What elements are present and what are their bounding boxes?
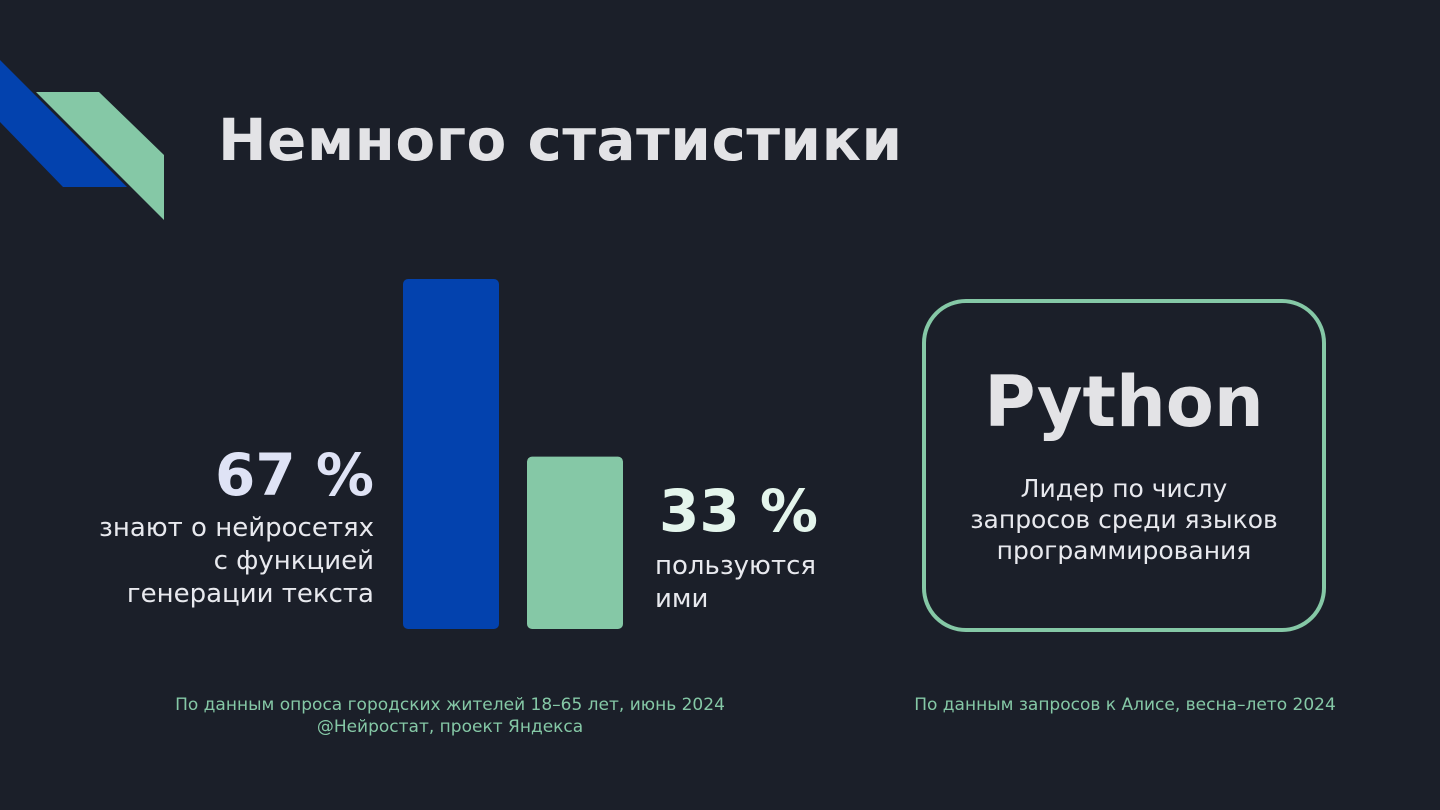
bar-use-neural-nets xyxy=(527,456,623,629)
corner-decoration xyxy=(0,60,164,220)
stat-right: 33 % пользуются ими xyxy=(655,482,855,616)
stat-left-label: знают о нейросетях с функцией генерации … xyxy=(99,513,374,609)
stat-right-label: пользуются ими xyxy=(655,551,817,614)
slide-title: Немного статистики xyxy=(218,106,903,174)
python-card-title: Python xyxy=(984,361,1264,443)
stat-right-value: 33 % xyxy=(659,477,819,545)
stat-left: 67 % знают о нейросетях с функцией генер… xyxy=(60,446,374,611)
source-note-survey: По данным опроса городских жителей 18–65… xyxy=(175,695,725,737)
decor-blue-stripe xyxy=(0,60,127,187)
decor-mint-stripe xyxy=(36,92,164,220)
bar-know-neural-nets xyxy=(403,279,499,629)
stat-left-value: 67 % xyxy=(214,441,374,509)
source-note-alice: По данным запросов к Алисе, весна–лето 2… xyxy=(914,695,1336,715)
python-card: Python Лидер по числу запросов среди язы… xyxy=(922,299,1326,632)
python-card-description: Лидер по числу запросов среди языков про… xyxy=(970,474,1278,565)
